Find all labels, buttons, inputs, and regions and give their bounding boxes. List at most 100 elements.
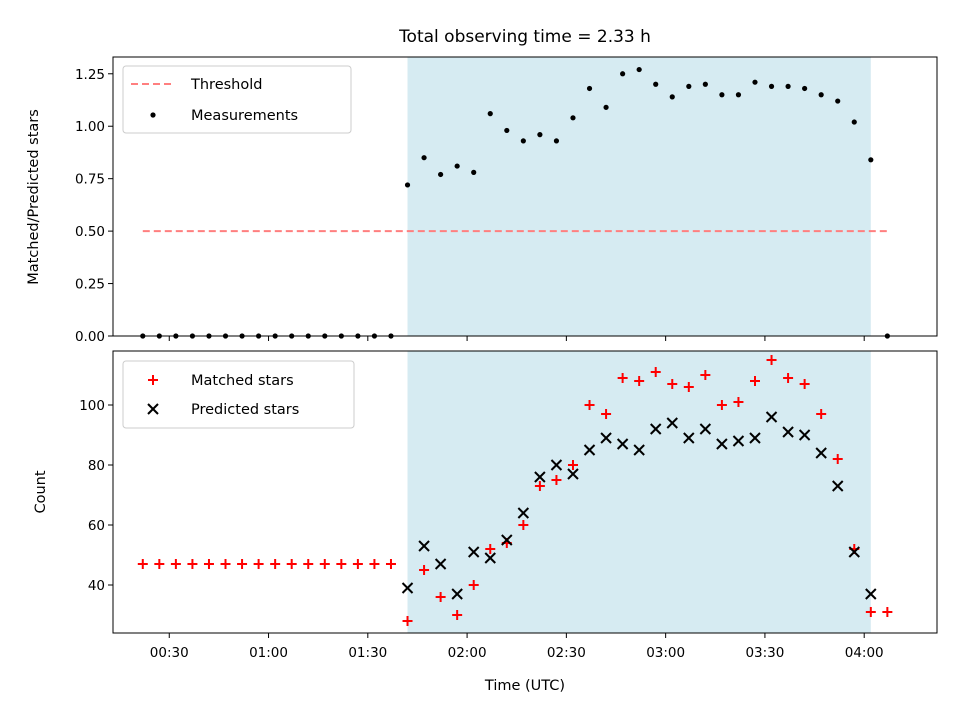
legend-matched-label: Matched stars xyxy=(191,373,294,389)
y-tick-label: 100 xyxy=(79,398,105,414)
y-tick-label: 0.00 xyxy=(75,329,105,345)
top-highlight-span xyxy=(407,57,871,336)
measurement-point xyxy=(851,119,857,125)
matched-star-point xyxy=(766,355,777,365)
predicted-star-point xyxy=(666,417,678,429)
bottom-highlight-span xyxy=(407,351,871,633)
predicted-star-point xyxy=(749,432,761,444)
matched-star-point xyxy=(237,559,248,569)
legend-threshold-label: Threshold xyxy=(190,77,262,93)
predicted-star-point xyxy=(765,411,778,423)
measurement-point xyxy=(835,98,841,104)
legend-measurements-label: Measurements xyxy=(191,108,298,124)
x-axis-label: Time (UTC) xyxy=(484,678,565,694)
x-tick-label: 03:00 xyxy=(646,645,685,661)
matched-star-point xyxy=(402,616,413,626)
predicted-star-point xyxy=(418,540,430,552)
matched-star-point xyxy=(170,559,181,569)
matched-star-point xyxy=(419,565,430,575)
matched-star-point xyxy=(650,367,661,377)
predicted-star-point xyxy=(501,534,513,546)
matched-star-point xyxy=(816,409,827,419)
matched-star-point xyxy=(799,379,810,389)
measurement-point xyxy=(702,81,708,87)
top-axes-frame xyxy=(112,56,938,337)
matched-star-point xyxy=(203,559,214,569)
x-tick-label: 02:00 xyxy=(448,645,487,661)
measurement-point xyxy=(520,138,526,144)
legend-predicted-label: Predicted stars xyxy=(191,402,299,418)
measurement-point xyxy=(818,92,824,98)
matched-star-point xyxy=(749,376,760,386)
top-panel: 0.00 0.25 0.50 0.75 1.00 1.25 Total observing… xyxy=(26,27,938,345)
matched-star-point xyxy=(617,373,628,383)
measurement-point xyxy=(620,71,626,77)
predicted-star-point xyxy=(716,438,728,450)
matched-star-point xyxy=(601,409,612,419)
matched-star-point xyxy=(435,592,446,602)
bottom-x-ticks: 00:30 01:00 01:30 02:00 02:30 03:00 03:30 04:00 xyxy=(150,633,884,661)
measurement-point xyxy=(802,85,808,92)
matched-star-point xyxy=(270,559,281,569)
bottom-panel: 40 60 80 100 00:30 01:00 01:30 02:00 02:30 03:00… xyxy=(33,350,938,694)
matched-star-point xyxy=(220,559,231,569)
matched-star-point xyxy=(584,400,595,410)
predicted-star-point xyxy=(567,468,579,480)
measurement-point xyxy=(686,83,692,89)
matched-star-point xyxy=(385,559,396,569)
measurement-point xyxy=(553,138,560,144)
top-legend: Threshold Measurements xyxy=(122,65,352,134)
measurement-point xyxy=(421,155,427,161)
predicted-star-point xyxy=(683,432,695,444)
matched-stars-points xyxy=(137,355,893,626)
matched-star-point xyxy=(319,559,330,569)
predicted-star-point xyxy=(401,582,414,594)
measurement-point xyxy=(868,157,874,163)
matched-star-point xyxy=(882,607,893,617)
measurement-point xyxy=(438,171,444,178)
matched-star-point xyxy=(369,559,380,569)
bottom-y-axis-label: Count xyxy=(33,470,49,513)
matched-star-point xyxy=(303,559,314,569)
predicted-star-point xyxy=(633,444,645,456)
matched-star-point xyxy=(286,559,297,569)
measurement-point xyxy=(504,127,510,134)
predicted-star-point xyxy=(782,426,794,438)
legend-matched-swatch xyxy=(148,375,158,385)
measurement-point xyxy=(735,92,742,98)
matched-star-point xyxy=(352,559,363,569)
measurement-point xyxy=(752,79,758,85)
predicted-star-point xyxy=(832,480,844,492)
matched-star-point xyxy=(518,520,529,530)
top-y-axis-label: Matched/Predicted stars xyxy=(26,109,42,285)
bottom-legend: Matched stars Predicted stars xyxy=(122,360,355,429)
matched-star-point xyxy=(154,559,165,569)
measurement-point xyxy=(785,83,791,89)
matched-star-point xyxy=(667,379,678,389)
predicted-stars-points xyxy=(401,411,877,600)
x-tick-label: 00:30 xyxy=(150,645,189,661)
matched-star-point xyxy=(336,559,347,569)
measurement-point xyxy=(404,182,411,188)
matched-star-point xyxy=(865,607,876,617)
measurement-point xyxy=(768,83,775,89)
predicted-star-point xyxy=(848,546,860,558)
matched-star-point xyxy=(137,559,148,569)
top-y-ticks: 0.00 0.25 0.50 0.75 1.00 1.25 xyxy=(75,67,113,345)
predicted-star-point xyxy=(699,423,712,435)
measurement-point xyxy=(603,104,609,110)
measurement-point xyxy=(537,132,543,138)
predicted-star-point xyxy=(583,444,596,456)
matched-star-point xyxy=(534,481,545,491)
x-tick-label: 01:30 xyxy=(348,645,387,661)
top-legend-frame xyxy=(122,65,352,134)
predicted-star-point xyxy=(467,546,480,558)
predicted-star-point xyxy=(798,429,811,441)
predicted-star-point xyxy=(451,588,463,600)
measurement-point xyxy=(719,92,725,98)
predicted-star-point xyxy=(434,558,447,570)
predicted-star-point xyxy=(616,438,629,450)
matched-star-point xyxy=(832,454,843,464)
predicted-star-point xyxy=(815,447,827,459)
predicted-star-point xyxy=(865,588,877,600)
